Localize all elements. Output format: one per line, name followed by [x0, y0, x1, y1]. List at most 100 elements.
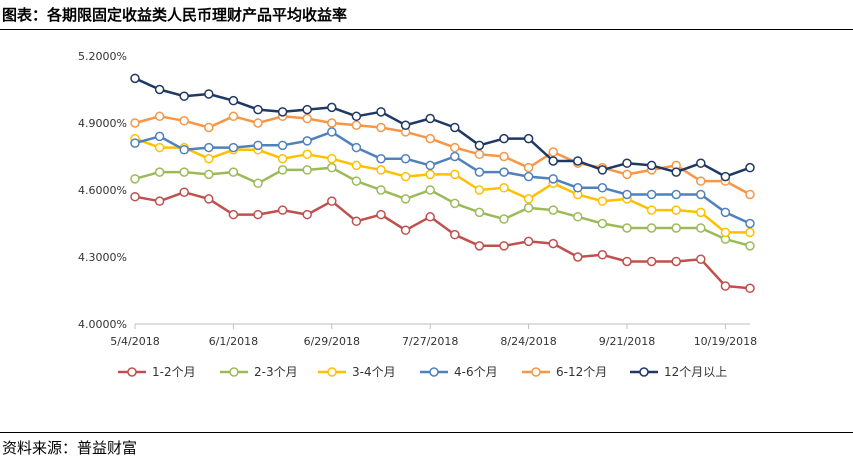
series-5: [130, 111, 755, 200]
data-point: [376, 185, 386, 195]
data-point: [179, 167, 189, 177]
data-point: [228, 142, 239, 153]
data-point: [400, 194, 411, 204]
series-2: [130, 162, 755, 251]
data-point: [450, 169, 460, 180]
data-point: [204, 89, 214, 99]
data-point: [302, 209, 312, 220]
data-point: [351, 142, 362, 153]
legend-item-2: 2-3个月: [220, 365, 298, 379]
legend-marker: [327, 367, 337, 377]
data-point: [646, 256, 657, 267]
data-point: [154, 84, 165, 95]
series-line: [134, 190, 751, 290]
x-tick-label: 10/19/2018: [694, 335, 757, 348]
series-4: [130, 127, 755, 229]
data-point: [130, 138, 140, 148]
data-point: [745, 283, 755, 294]
legend-label: 2-3个月: [254, 365, 298, 379]
data-point: [130, 174, 140, 184]
data-point: [745, 189, 755, 200]
legend-label: 1-2个月: [152, 365, 196, 379]
data-point: [622, 256, 632, 267]
y-tick-label: 4.0000%: [78, 318, 127, 331]
data-point: [400, 225, 411, 235]
data-point: [425, 113, 435, 124]
data-point: [622, 223, 632, 233]
data-point: [474, 241, 485, 251]
data-point: [351, 176, 362, 186]
series-1: [130, 187, 755, 294]
data-point: [450, 151, 460, 162]
data-point: [671, 256, 681, 267]
legend-marker: [229, 367, 239, 377]
legend-item-4: 4-6个月: [420, 365, 498, 379]
data-point: [696, 207, 706, 218]
data-point: [425, 169, 435, 180]
chart-legend: 1-2个月 2-3个月 3-4个月 4-6个月 6-12个月 12个月以上: [118, 365, 727, 379]
series-line: [134, 115, 751, 196]
data-point: [204, 153, 214, 164]
data-point: [327, 196, 337, 206]
data-point: [499, 183, 509, 193]
data-point: [474, 185, 485, 195]
data-point: [450, 198, 460, 209]
data-point: [154, 196, 165, 206]
data-point: [696, 158, 706, 168]
data-point: [450, 142, 460, 153]
data-point: [400, 171, 411, 182]
legend-marker: [531, 367, 541, 377]
data-point: [646, 205, 657, 215]
data-point: [696, 223, 706, 233]
data-point: [696, 189, 706, 200]
data-point: [573, 212, 583, 222]
data-point: [745, 227, 755, 238]
data-point: [720, 171, 731, 182]
data-point: [622, 158, 632, 168]
series-6: [130, 73, 755, 182]
data-point: [720, 207, 731, 218]
data-point: [499, 133, 509, 144]
y-tick-label: 4.9000%: [78, 117, 127, 130]
y-tick-label: 5.2000%: [78, 50, 127, 63]
data-point: [179, 116, 189, 126]
data-point: [425, 133, 435, 144]
data-point: [179, 187, 189, 197]
data-point: [277, 165, 288, 175]
data-point: [327, 118, 337, 128]
data-point: [351, 160, 362, 171]
data-point: [327, 127, 337, 137]
data-point: [548, 174, 558, 184]
data-point: [573, 252, 583, 262]
data-point: [228, 167, 239, 177]
data-point: [253, 140, 263, 151]
data-point: [179, 91, 189, 101]
x-tick-label: 6/1/2018: [209, 335, 258, 348]
data-point: [204, 194, 214, 204]
data-point: [253, 209, 263, 220]
data-point: [450, 122, 460, 133]
data-point: [671, 189, 681, 200]
y-tick-label: 4.3000%: [78, 251, 127, 264]
data-point: [523, 236, 534, 247]
data-point: [228, 209, 239, 220]
data-point: [400, 153, 411, 164]
data-point: [425, 185, 435, 195]
data-point: [302, 165, 312, 175]
x-tick-label: 7/27/2018: [402, 335, 458, 348]
data-point: [376, 209, 386, 220]
legend-marker: [639, 367, 649, 377]
legend-label: 6-12个月: [556, 365, 607, 379]
series-3: [130, 133, 755, 238]
chart-axes: 4.0000% 4.3000% 4.6000% 4.9000% 5.2000% 5/4/2…: [78, 50, 757, 348]
data-point: [646, 223, 657, 233]
data-point: [130, 191, 140, 202]
legend-label: 12个月以上: [664, 365, 727, 379]
data-point: [696, 254, 706, 264]
data-point: [277, 153, 288, 164]
x-tick-label: 5/4/2018: [110, 335, 159, 348]
data-point: [745, 241, 755, 251]
data-point: [745, 162, 755, 173]
data-point: [646, 189, 657, 200]
data-point: [327, 102, 337, 113]
